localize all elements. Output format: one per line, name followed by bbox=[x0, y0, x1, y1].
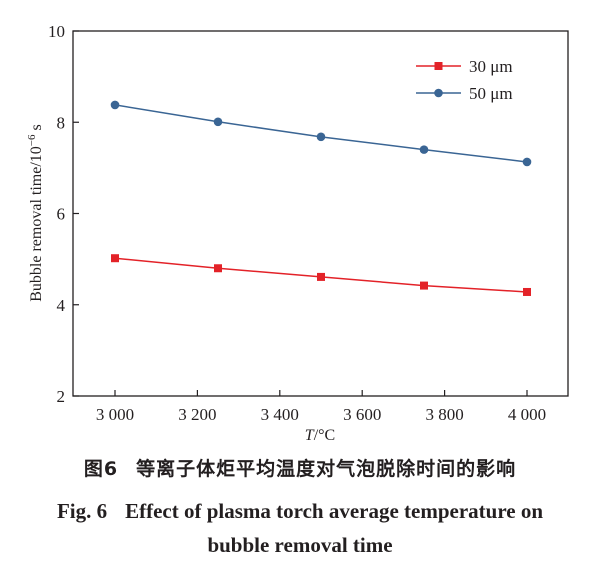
chart: 3 000 3 200 3 400 3 600 3 800 4 000 2 4 6 8 10 30 … bbox=[26, 22, 569, 444]
x-tick-label: 3 800 bbox=[425, 405, 463, 424]
y-tick-label: 4 bbox=[57, 296, 66, 315]
y-tick-label: 2 bbox=[57, 387, 66, 406]
data-point bbox=[213, 117, 223, 127]
x-tick-label: 3 600 bbox=[343, 405, 381, 424]
data-point bbox=[420, 281, 428, 290]
x-tick-label: 4 000 bbox=[508, 405, 546, 424]
data-point bbox=[522, 157, 532, 167]
data-point bbox=[317, 272, 325, 281]
data-point bbox=[523, 287, 531, 296]
y-tick-label: 10 bbox=[48, 22, 65, 41]
figure-caption-english: Fig. 6 Effect of plasma torch average tem… bbox=[20, 494, 580, 562]
data-point bbox=[110, 100, 120, 110]
y-tick-label: 6 bbox=[57, 205, 66, 224]
legend-marker bbox=[434, 62, 443, 70]
legend-item-2: 50 μm bbox=[416, 84, 513, 103]
y-tick-label: 8 bbox=[57, 113, 66, 132]
data-point bbox=[111, 254, 119, 263]
caption-cn-label: 图6 bbox=[83, 458, 119, 480]
legend-marker bbox=[434, 88, 443, 98]
x-tick-label: 3 200 bbox=[178, 405, 216, 424]
data-point bbox=[419, 145, 429, 154]
legend-label: 50 μm bbox=[469, 84, 513, 103]
x-tick-label: 3 000 bbox=[96, 405, 134, 424]
y-axis-title: Bubble removal time/10−6 s bbox=[26, 124, 45, 301]
x-axis-title: T/°C bbox=[305, 427, 335, 444]
figure-caption-chinese: 图6 等离子体炬平均温度对气泡脱除时间的影响 bbox=[0, 454, 600, 481]
legend-label: 30 μm bbox=[469, 57, 513, 76]
caption-en-line1: Effect of plasma torch average temperatu… bbox=[125, 499, 544, 523]
caption-cn-text: 等离子体炬平均温度对气泡脱除时间的影响 bbox=[136, 458, 517, 480]
series-1 bbox=[111, 254, 531, 296]
caption-en-line2: bubble removal time bbox=[207, 533, 393, 557]
x-tick-label: 3 400 bbox=[261, 405, 299, 424]
series-2 bbox=[110, 100, 532, 167]
data-point bbox=[316, 132, 326, 142]
legend-item-1: 30 μm bbox=[416, 57, 513, 76]
data-point bbox=[214, 264, 222, 273]
caption-en-label: Fig. 6 bbox=[56, 499, 108, 523]
